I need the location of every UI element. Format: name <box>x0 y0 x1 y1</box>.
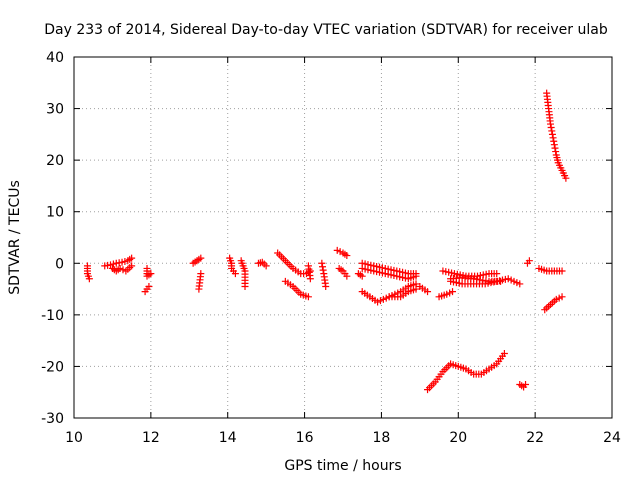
grid <box>74 57 612 418</box>
data-point <box>304 293 312 301</box>
series-segment-s30 <box>535 264 566 275</box>
data-point <box>548 130 556 138</box>
data-point <box>522 380 530 388</box>
series-segment-s21 <box>385 280 420 301</box>
data-point <box>241 282 249 290</box>
x-tick-label: 20 <box>449 430 467 446</box>
series-segment-s05 <box>141 282 153 296</box>
series-segment-s28 <box>516 380 530 391</box>
data-point <box>197 254 205 262</box>
data-point <box>306 275 314 283</box>
y-tick-label: -30 <box>41 411 64 427</box>
series-segment-s15 <box>333 246 351 260</box>
y-axis-label: SDTVAR / TECUs <box>7 180 23 295</box>
data-point <box>319 266 327 274</box>
x-tick-label: 14 <box>219 430 237 446</box>
series-segment-s24 <box>439 267 501 280</box>
series-segment-s06 <box>189 254 205 267</box>
data-point <box>497 277 505 285</box>
x-tick-label: 24 <box>603 430 621 446</box>
data-point <box>85 275 93 283</box>
data-point <box>412 272 420 280</box>
series-segment-s27 <box>424 350 508 394</box>
series-segment-s23 <box>435 288 457 301</box>
x-tick-label: 10 <box>65 430 83 446</box>
data-point <box>343 252 351 260</box>
series-segment-s26 <box>447 274 505 285</box>
series-segment-s09 <box>237 257 249 290</box>
data-point <box>558 267 566 275</box>
data-point <box>449 288 457 296</box>
series-segment-s22 <box>416 282 432 296</box>
data-point <box>322 282 330 290</box>
series-segment-s14 <box>318 259 330 290</box>
chart-title: Day 233 of 2014, Sidereal Day-to-day VTE… <box>44 22 608 38</box>
data-point <box>358 272 366 280</box>
data-point <box>145 282 153 290</box>
data-point <box>549 134 557 142</box>
series-segment-s07 <box>195 270 205 293</box>
data-point <box>558 293 566 301</box>
tick-labels: 10 12 14 16 18 20 22 24 -30 -20 -10 0 10 20 30 40 <box>41 50 621 446</box>
data-point <box>195 285 203 293</box>
series-segment-s29 <box>523 257 533 267</box>
y-tick-label: 30 <box>46 102 64 118</box>
data-point <box>500 350 508 358</box>
data-point <box>262 262 270 270</box>
data-point <box>547 120 555 128</box>
x-tick-label: 18 <box>373 430 391 446</box>
y-tick-label: 20 <box>46 153 64 169</box>
data-point <box>516 280 524 288</box>
x-tick-label: 22 <box>526 430 544 446</box>
data-point <box>128 262 136 270</box>
y-tick-label: 10 <box>46 205 64 221</box>
data-point <box>319 263 327 271</box>
data-point <box>493 270 501 278</box>
series-segment-s17 <box>354 270 366 280</box>
series-segment-s31 <box>541 293 566 314</box>
series-segment-s03 <box>108 262 136 275</box>
x-tick-label: 12 <box>142 430 160 446</box>
data-point <box>424 288 432 296</box>
series-segment-s08 <box>226 254 239 278</box>
series-segment-s02 <box>101 254 136 270</box>
x-tick-label: 16 <box>296 430 314 446</box>
y-tick-label: 40 <box>46 50 64 66</box>
plot-frame <box>73 56 613 419</box>
data-point <box>552 148 560 156</box>
series-segment-s12 <box>281 277 312 301</box>
data-point <box>231 270 239 278</box>
data-point <box>551 144 559 152</box>
data-point <box>550 137 558 145</box>
series-segment-s04 <box>143 264 155 280</box>
data-points <box>83 89 570 394</box>
y-tick-label: -10 <box>41 308 64 324</box>
data-point <box>412 280 420 288</box>
series-segment-s01 <box>83 262 93 283</box>
series-segment-s16 <box>335 264 351 280</box>
data-point <box>147 270 155 278</box>
data-point <box>548 127 556 135</box>
series-segment-s10 <box>254 258 270 270</box>
x-axis-label: GPS time / hours <box>284 458 401 474</box>
data-point <box>550 141 558 149</box>
axis-ticks <box>73 56 613 419</box>
y-tick-label: 0 <box>55 256 64 272</box>
data-point <box>525 257 533 265</box>
series-segment-s32 <box>543 89 570 182</box>
data-point <box>128 254 136 262</box>
series-segment-s13 <box>304 262 314 283</box>
data-point <box>547 123 555 131</box>
data-point <box>343 272 351 280</box>
data-point <box>318 259 326 267</box>
data-point <box>562 174 570 182</box>
y-tick-label: -20 <box>41 359 64 375</box>
series-segment-s19 <box>358 264 420 283</box>
